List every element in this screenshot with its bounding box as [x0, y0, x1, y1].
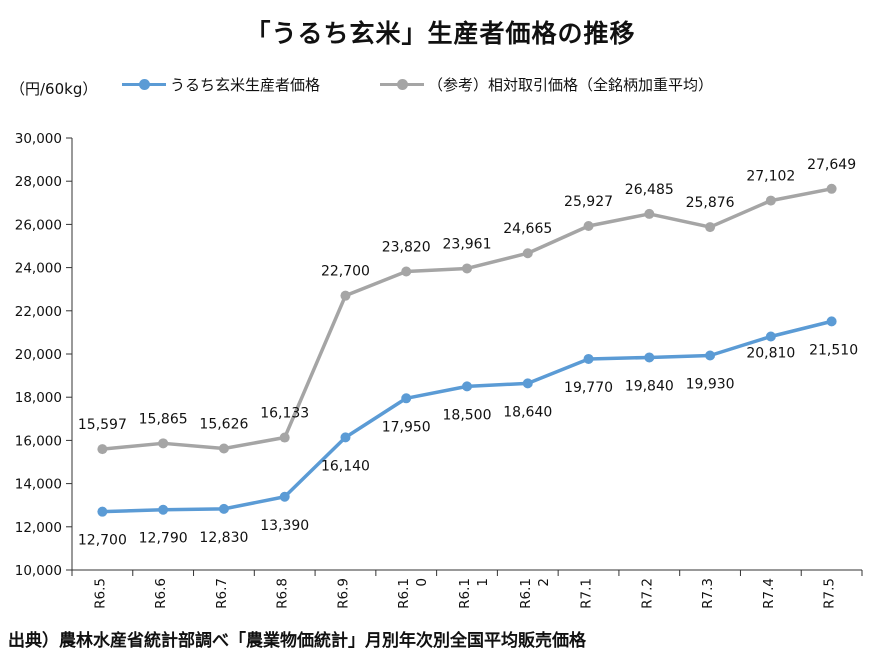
data-point-0: [218, 503, 229, 514]
x-tick-label: R7.3: [700, 578, 716, 609]
x-tick-label: R6.7: [214, 578, 230, 609]
data-label-producer-price: 17,950: [382, 419, 431, 435]
x-tick-label: R6.9: [335, 578, 351, 609]
data-label-producer-price: 19,930: [686, 377, 735, 393]
data-label-producer-price: 18,500: [443, 407, 492, 423]
legend-swatch-producer-price: [122, 79, 166, 90]
data-label-producer-price: 16,140: [321, 458, 370, 474]
data-point-0: [765, 331, 776, 342]
source-note: 出典）農林水産省統計部調べ「農業物価統計」月別年次別全国平均販売価格: [8, 631, 586, 651]
legend-item-producer-price: うるち玄米生産者価格: [122, 74, 320, 95]
data-point-1: [97, 444, 108, 455]
data-label-relative-trade-price: 24,665: [503, 221, 552, 237]
legend-item-relative-trade-price: （参考）相対取引価格（全銘柄加重平均）: [380, 74, 713, 95]
y-tick-label: 20,000: [15, 347, 62, 363]
data-label-relative-trade-price: 25,876: [686, 195, 735, 211]
data-point-1: [218, 443, 229, 454]
data-label-producer-price: 13,390: [260, 518, 309, 534]
data-point-1: [583, 220, 594, 231]
x-tick-label: R6.5: [92, 578, 108, 609]
data-point-0: [97, 506, 108, 517]
data-point-0: [340, 432, 351, 443]
data-label-relative-trade-price: 15,626: [199, 416, 248, 432]
y-tick-label: 28,000: [15, 174, 62, 190]
x-tick-label: R6.1: [396, 578, 412, 609]
y-tick-label: 12,000: [15, 520, 62, 536]
x-tick-label: R6.1: [457, 578, 473, 609]
data-label-relative-trade-price: 15,597: [78, 417, 127, 433]
data-label-producer-price: 21,510: [809, 342, 858, 358]
x-tick-label: R7.5: [822, 578, 838, 609]
data-point-0: [279, 491, 290, 502]
y-tick-label: 18,000: [15, 390, 62, 406]
legend-label-relative-trade-price: （参考）相対取引価格（全銘柄加重平均）: [428, 76, 714, 94]
data-label-relative-trade-price: 23,961: [443, 236, 492, 252]
data-label-producer-price: 20,810: [746, 346, 795, 362]
data-point-1: [765, 195, 776, 206]
y-tick-label: 14,000: [15, 477, 62, 493]
x-tick-label: R6.6: [153, 578, 169, 609]
legend-swatch-relative-trade-price: [380, 79, 424, 90]
data-point-1: [158, 438, 169, 449]
y-tick-label: 30,000: [15, 131, 62, 147]
x-tick-label: R6.8: [275, 578, 291, 609]
data-label-relative-trade-price: 27,649: [807, 157, 856, 173]
data-point-0: [462, 381, 472, 392]
data-point-0: [583, 353, 594, 364]
data-point-0: [401, 393, 412, 404]
data-point-1: [340, 290, 351, 301]
data-label-producer-price: 18,640: [503, 404, 552, 420]
data-point-0: [826, 316, 837, 327]
x-tick-label: 1: [475, 578, 491, 587]
data-point-1: [279, 432, 290, 443]
y-tick-label: 10,000: [15, 563, 62, 579]
y-tick-label: 24,000: [15, 261, 62, 277]
data-label-producer-price: 12,790: [139, 531, 188, 547]
data-point-1: [522, 248, 533, 259]
data-label-relative-trade-price: 23,820: [382, 239, 431, 255]
data-point-1: [644, 208, 655, 219]
data-point-1: [826, 183, 837, 194]
x-tick-label: R7.2: [639, 578, 655, 609]
y-tick-label: 16,000: [15, 433, 62, 449]
x-tick-label: R6.1: [518, 578, 534, 609]
data-label-relative-trade-price: 16,133: [260, 406, 309, 422]
data-point-0: [705, 350, 716, 361]
y-axis-unit-label: （円/60kg）: [10, 80, 98, 98]
data-point-0: [522, 378, 533, 389]
chart-title: 「うるち玄米」生産者価格の推移: [245, 19, 636, 48]
y-tick-label: 26,000: [15, 217, 62, 233]
x-tick-label: 2: [536, 578, 552, 587]
data-label-relative-trade-price: 22,700: [321, 264, 370, 280]
x-tick-label: 0: [414, 578, 430, 587]
data-label-producer-price: 19,770: [564, 380, 613, 396]
data-point-1: [462, 263, 472, 274]
data-point-0: [644, 352, 655, 363]
data-point-0: [158, 504, 169, 515]
data-label-relative-trade-price: 15,865: [139, 411, 188, 427]
data-point-1: [705, 222, 716, 233]
data-label-producer-price: 12,700: [78, 533, 127, 549]
data-label-producer-price: 12,830: [199, 530, 248, 546]
data-label-relative-trade-price: 26,485: [625, 182, 674, 198]
x-tick-label: R7.1: [579, 578, 595, 609]
legend-label-producer-price: うるち玄米生産者価格: [170, 76, 321, 94]
data-point-1: [401, 266, 412, 277]
x-tick-label: R7.4: [761, 578, 777, 609]
data-label-relative-trade-price: 25,927: [564, 194, 613, 210]
data-label-relative-trade-price: 27,102: [746, 169, 795, 185]
data-label-producer-price: 19,840: [625, 378, 674, 394]
y-tick-label: 22,000: [15, 304, 62, 320]
